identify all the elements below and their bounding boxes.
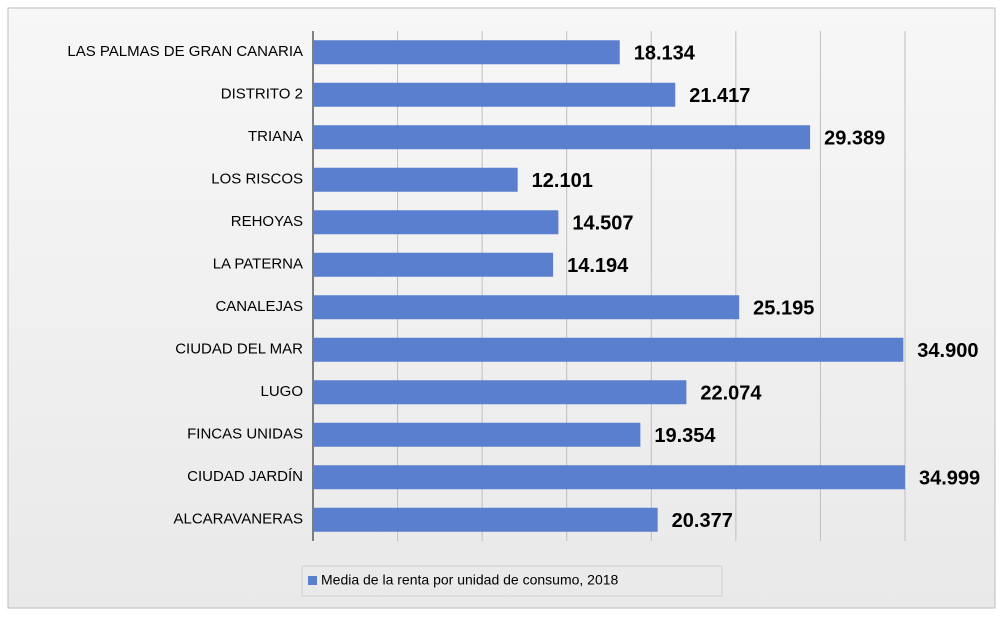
bar	[313, 507, 658, 532]
bar	[313, 380, 687, 405]
bar	[313, 295, 740, 320]
y-tick-label: CANALEJAS	[215, 298, 303, 315]
data-label: 20.377	[672, 510, 733, 532]
legend-frame	[301, 565, 723, 597]
y-tick-label: CIUDAD DEL MAR	[175, 341, 303, 358]
data-label: 12.101	[532, 170, 593, 192]
data-label: 19.354	[654, 425, 716, 447]
data-label: 18.134	[634, 43, 696, 65]
y-tick-label: TRIANA	[248, 128, 303, 145]
data-label: 14.507	[572, 213, 633, 235]
data-label: 22.074	[700, 383, 762, 405]
bar	[313, 465, 905, 490]
data-label: 34.999	[919, 468, 980, 490]
y-tick-label: ALCARAVANERAS	[174, 511, 304, 528]
bar	[313, 167, 518, 192]
y-tick-label: LAS PALMAS DE GRAN CANARIA	[67, 43, 303, 60]
bar	[313, 82, 676, 107]
data-label: 21.417	[689, 85, 750, 107]
bar	[313, 210, 559, 235]
data-label: 34.900	[917, 340, 978, 362]
y-tick-label: DISTRITO 2	[221, 86, 303, 103]
y-tick-label: FINCAS UNIDAS	[187, 426, 303, 443]
bar	[313, 40, 620, 65]
y-tick-label: LUGO	[260, 383, 303, 400]
y-tick-label: LOS RISCOS	[211, 171, 303, 188]
data-label: 29.389	[824, 128, 885, 150]
data-label: 25.195	[753, 298, 814, 320]
y-tick-label: LA PATERNA	[213, 256, 303, 273]
y-tick-label: REHOYAS	[231, 213, 303, 230]
bar	[313, 125, 811, 150]
bar	[313, 252, 554, 277]
legend-label: Media de la renta por unidad de consumo,…	[321, 572, 619, 588]
data-label: 14.194	[567, 255, 629, 277]
legend-swatch	[308, 576, 317, 585]
bar	[313, 422, 641, 447]
y-tick-label: CIUDAD JARDÍN	[187, 468, 303, 485]
bar	[313, 337, 904, 362]
